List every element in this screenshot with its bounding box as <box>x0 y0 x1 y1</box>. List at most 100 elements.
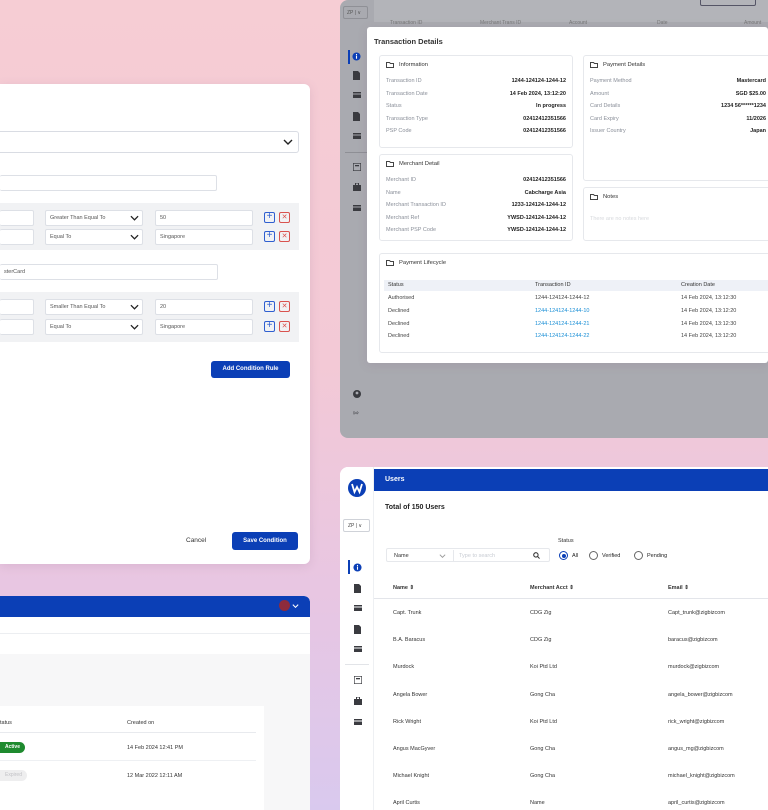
operator-select[interactable]: Equal To <box>45 319 143 335</box>
card-icon[interactable] <box>353 205 361 211</box>
section-title: Notes <box>603 194 619 200</box>
rule-field[interactable] <box>0 229 34 245</box>
modal-title: Transaction Details <box>374 37 443 46</box>
logout-icon[interactable]: ⇰ <box>353 410 359 417</box>
condition-type-select[interactable] <box>0 131 299 153</box>
transaction-link[interactable]: 1244-124124-1244-22 <box>535 333 590 340</box>
card-icon[interactable] <box>353 133 361 139</box>
add-rule-button[interactable]: + <box>264 212 275 223</box>
add-rule-button[interactable]: + <box>264 231 275 242</box>
section-title: Payment Lifecycle <box>399 260 447 266</box>
status-badge: Active <box>0 742 25 753</box>
detail-row: Status In progress <box>386 103 566 116</box>
transaction-link[interactable]: 1244-124124-1244-21 <box>535 320 590 327</box>
table-row[interactable]: Capt. Trunk CDG Zig Capt_trunk@zigbizcom <box>374 600 768 627</box>
section-title: Payment Details <box>603 62 646 68</box>
value-input[interactable]: Singapore <box>155 319 253 335</box>
language-select[interactable]: ZP | ∨ <box>343 6 368 19</box>
card-icon[interactable] <box>354 605 362 611</box>
operator-select[interactable]: Smaller Than Equal To <box>45 299 143 315</box>
delete-rule-button[interactable]: ✕ <box>279 231 290 242</box>
radio-pending[interactable] <box>634 551 643 560</box>
chevron-down-icon <box>283 139 293 145</box>
operator-value: Equal To <box>50 324 72 330</box>
card-icon[interactable] <box>354 646 362 652</box>
table-row[interactable]: Angela Bower Gong Cha angela_bower@zigbizc… <box>374 682 768 709</box>
search-icon[interactable] <box>533 552 540 559</box>
search-input[interactable]: Type to search <box>459 553 496 559</box>
document-icon[interactable] <box>354 625 361 634</box>
document-icon[interactable] <box>354 584 361 593</box>
creation-date: 14 Feb 2024, 13:12:30 <box>681 295 737 301</box>
detail-value: 14 Feb 2024, 13:12:20 <box>509 90 566 97</box>
users-total: Total of 150 Users <box>385 504 445 511</box>
column-header: Transaction ID <box>535 282 571 288</box>
document-icon[interactable] <box>353 71 360 80</box>
rule-field-input[interactable] <box>0 175 217 191</box>
cell-acct: Gong Cha <box>530 746 556 752</box>
cell-email: baracus@zigbizcom <box>668 637 718 644</box>
info-icon[interactable] <box>352 52 361 61</box>
delete-rule-button[interactable]: ✕ <box>279 301 290 312</box>
table-row[interactable]: Murdock Koi Ptd Ltd murdock@zigbizcom <box>374 654 768 681</box>
calculator-icon[interactable] <box>354 676 362 684</box>
table-row[interactable]: B.A. Baracus CDG Zig baracus@zigbizcom <box>374 627 768 654</box>
cell-acct: Koi Ptd Ltd <box>530 718 557 725</box>
add-rule-button[interactable]: + <box>264 301 275 312</box>
operator-select[interactable]: Equal To <box>45 229 143 245</box>
cell-name: Rick Wright <box>393 718 422 725</box>
detail-label: Transaction Type <box>386 115 428 122</box>
rule-field[interactable] <box>0 210 34 226</box>
table-row[interactable]: April Curtis Name april_curtis@zigbizcom <box>374 790 768 810</box>
card-icon[interactable] <box>354 719 362 725</box>
transaction-link[interactable]: 1244-124124-1244-10 <box>535 307 590 314</box>
section-header: Notes <box>584 188 768 206</box>
column-label: Name <box>393 585 408 591</box>
table-row[interactable]: Expired 12 Mar 2022 12:11 AM <box>0 762 256 789</box>
briefcase-icon[interactable] <box>353 183 361 191</box>
language-select[interactable]: ZP | ∨ <box>343 519 370 532</box>
calculator-icon[interactable] <box>353 163 361 171</box>
rule-field[interactable] <box>0 299 34 315</box>
radio-verified[interactable] <box>589 551 598 560</box>
chevron-down-icon[interactable] <box>292 604 299 608</box>
rule-field[interactable] <box>0 319 34 335</box>
radio-all[interactable] <box>559 551 568 560</box>
lifecycle-status: Authorised <box>388 295 415 301</box>
card-icon[interactable] <box>353 92 361 98</box>
column-header[interactable]: Name ⇕ <box>393 585 415 591</box>
cell-acct: CDG Zig <box>530 610 552 616</box>
table-row[interactable]: Michael Knight Gong Cha michael_knight@zig… <box>374 763 768 790</box>
briefcase-icon[interactable] <box>354 697 362 705</box>
cancel-button[interactable]: Cancel <box>186 537 207 544</box>
cell-email: april_curtis@zigbizcom <box>668 800 725 807</box>
table-row[interactable]: Rick Wright Koi Ptd Ltd rick_wright@zigbiz… <box>374 709 768 736</box>
table-row[interactable]: Active 14 Feb 2024 12:41 PM <box>0 734 256 761</box>
delete-rule-button[interactable]: ✕ <box>279 212 290 223</box>
divider <box>345 664 369 665</box>
value-input[interactable]: Singapore <box>155 229 253 245</box>
save-condition-button[interactable]: Save Condition <box>232 532 298 550</box>
add-rule-button[interactable]: + <box>264 321 275 332</box>
search-bar: Name Type to search <box>386 548 550 562</box>
chevron-down-icon[interactable] <box>439 554 446 558</box>
cell-acct: Gong Cha <box>530 773 556 780</box>
avatar[interactable] <box>279 600 290 611</box>
info-icon[interactable] <box>353 563 362 572</box>
content-area: tatus Created on Active 14 Feb 2024 12:4… <box>0 654 310 810</box>
export-button[interactable] <box>700 0 756 6</box>
table-row[interactable]: Angus MacGyver Gong Cha angus_mg@zigbizcom <box>374 736 768 763</box>
delete-rule-button[interactable]: ✕ <box>279 321 290 332</box>
users-header: Users <box>374 469 768 491</box>
column-header[interactable]: Merchant Acct ⇕ <box>530 585 574 591</box>
user-icon[interactable] <box>353 390 361 398</box>
detail-value: 1233-124124-1244-12 <box>511 202 566 208</box>
rule-field-input[interactable]: sterCard <box>0 264 218 280</box>
column-header[interactable]: Email ⇕ <box>668 585 689 591</box>
operator-select[interactable]: Greater Than Equal To <box>45 210 143 226</box>
add-condition-rule-button[interactable]: Add Condition Rule <box>211 361 290 378</box>
value-input[interactable]: 20 <box>155 299 253 315</box>
document-icon[interactable] <box>353 112 360 121</box>
value-input[interactable]: 50 <box>155 210 253 226</box>
language-value: ZP <box>347 10 354 16</box>
